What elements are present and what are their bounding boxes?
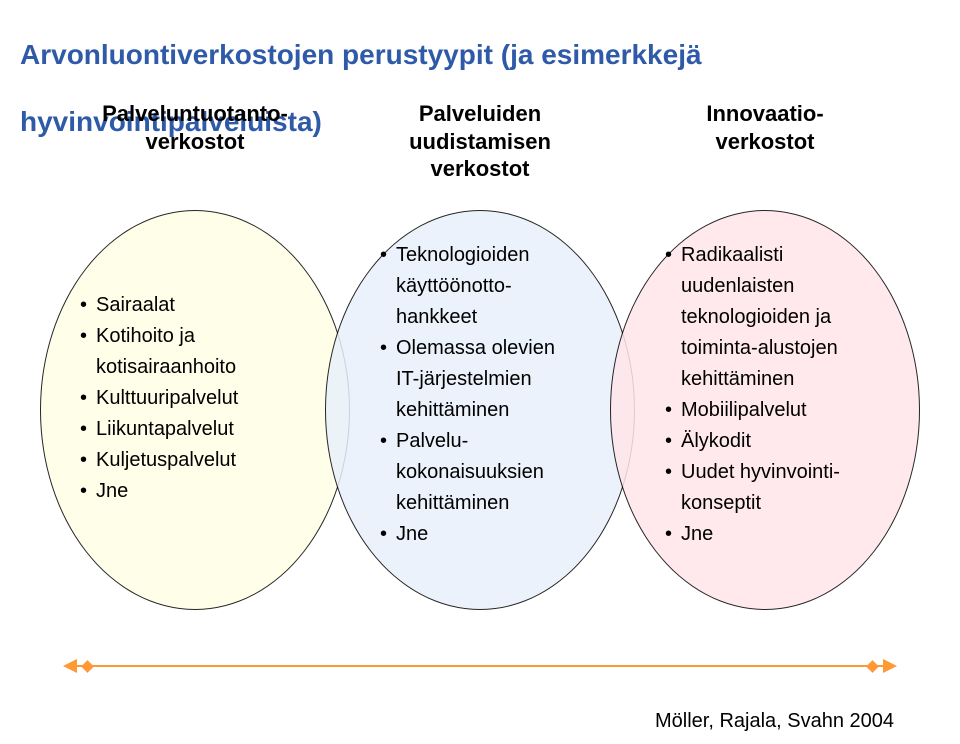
axis-diamond-left (81, 660, 94, 673)
axis-diamond-right (866, 660, 879, 673)
axis-line (65, 665, 895, 667)
list-item: Radikaalisti uudenlaisten teknologioiden… (665, 240, 840, 395)
list-item: Olemassa olevien IT-järjestelmien kehitt… (380, 333, 555, 426)
list-item: Jne (380, 519, 555, 550)
column-header-3: Innovaatio- verkostot (635, 100, 895, 155)
axis-arrowhead-left (63, 659, 77, 673)
list-col2: Teknologioiden käyttöönotto- hankkeetOle… (380, 240, 555, 550)
axis-arrowhead-right (883, 659, 897, 673)
citation: Möller, Rajala, Svahn 2004 (655, 710, 894, 733)
list-item: Kuljetuspalvelut (80, 445, 238, 476)
list-item: Palvelu- kokonaisuuksien kehittäminen (380, 426, 555, 519)
list-item: Uudet hyvinvointi- konseptit (665, 457, 840, 519)
list-item: Sairaalat (80, 290, 238, 321)
list-item: Kotihoito ja kotisairaanhoito (80, 321, 238, 383)
list-item: Liikuntapalvelut (80, 414, 238, 445)
list-col3: Radikaalisti uudenlaisten teknologioiden… (665, 240, 840, 550)
list-item: Kulttuuripalvelut (80, 383, 238, 414)
list-col1: SairaalatKotihoito ja kotisairaanhoitoKu… (80, 290, 238, 507)
column-header-1: Palveluntuotanto- verkostot (65, 100, 325, 155)
list-item: Mobiilipalvelut (665, 395, 840, 426)
column-header-2: Palveluiden uudistamisen verkostot (350, 100, 610, 183)
list-item: Älykodit (665, 426, 840, 457)
list-item: Teknologioiden käyttöönotto- hankkeet (380, 240, 555, 333)
title-line1: Arvonluontiverkostojen perustyypit (ja e… (20, 39, 702, 70)
list-item: Jne (80, 476, 238, 507)
list-item: Jne (665, 519, 840, 550)
